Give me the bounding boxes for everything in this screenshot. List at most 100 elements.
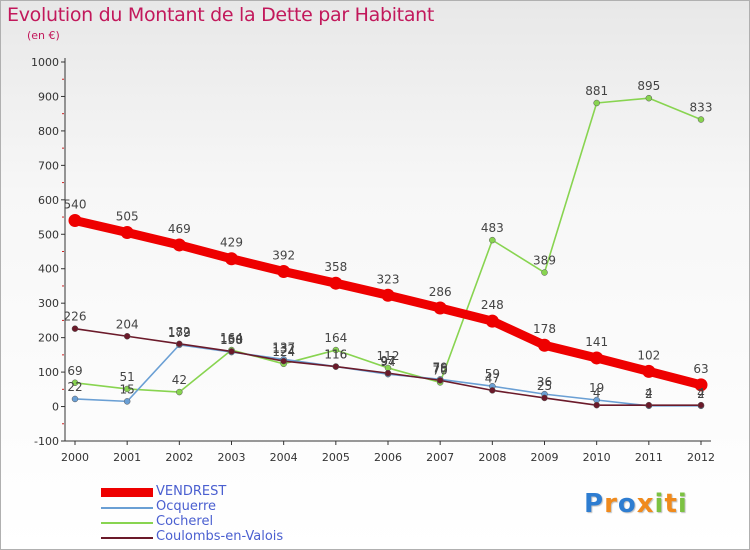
y-tick-label: 0 [52, 401, 59, 414]
data-label-ocquerre: 2 [645, 387, 653, 401]
data-point-coulombs-en-valois [228, 348, 235, 355]
data-label-coulombs-en-valois: 132 [272, 342, 295, 356]
y-tick-label: 100 [38, 366, 59, 379]
data-label-cocherel: 164 [324, 331, 347, 345]
y-tick-label: 600 [38, 194, 59, 207]
data-label-cocherel: 881 [585, 84, 608, 98]
data-label-vendrest: 540 [64, 197, 87, 211]
data-label-vendrest: 358 [324, 260, 347, 274]
data-label-ocquerre: 179 [168, 326, 191, 340]
data-point-vendrest [381, 288, 395, 302]
data-point-cocherel [176, 388, 183, 396]
legend-swatch [101, 537, 153, 539]
data-point-vendrest [277, 264, 291, 278]
data-label-ocquerre: 19 [589, 381, 604, 395]
data-point-vendrest [68, 213, 82, 227]
data-point-cocherel [593, 99, 600, 107]
data-point-cocherel [541, 269, 548, 276]
data-point-vendrest [172, 238, 186, 252]
data-point-vendrest [433, 301, 447, 315]
data-label-ocquerre: 94 [380, 355, 395, 369]
data-point-vendrest [225, 252, 238, 266]
data-point-ocquerre [71, 395, 79, 403]
data-label-cocherel: 51 [120, 370, 135, 384]
data-point-coulombs-en-valois [71, 325, 79, 332]
x-tick-label: 2008 [478, 451, 506, 464]
data-point-vendrest [329, 276, 343, 290]
data-label-cocherel: 164 [220, 331, 243, 345]
x-tick-label: 2005 [322, 451, 350, 464]
legend-swatch [101, 488, 153, 497]
data-point-coulombs-en-valois [593, 401, 600, 409]
data-point-coulombs-en-valois [123, 333, 131, 340]
data-label-coulombs-en-valois: 4 [697, 386, 705, 400]
legend-swatch [101, 522, 153, 524]
data-point-cocherel [123, 385, 131, 393]
data-point-coulombs-en-valois [541, 394, 548, 402]
data-label-coulombs-en-valois: 97 [380, 354, 395, 368]
data-point-vendrest [642, 364, 656, 378]
x-tick-label: 2009 [531, 451, 559, 464]
data-label-ocquerre: 137 [272, 340, 295, 354]
data-label-vendrest: 505 [116, 210, 139, 224]
y-tick-label: 500 [38, 228, 59, 241]
data-label-ocquerre: 59 [485, 367, 500, 381]
data-label-vendrest: 141 [585, 335, 608, 349]
y-tick-label: 300 [38, 297, 59, 310]
data-label-vendrest: 248 [481, 298, 504, 312]
data-label-coulombs-en-valois: 160 [220, 332, 243, 346]
data-point-coulombs-en-valois [645, 401, 653, 409]
data-point-coulombs-en-valois [280, 357, 287, 365]
data-label-coulombs-en-valois: 116 [324, 348, 347, 362]
data-label-coulombs-en-valois: 25 [537, 379, 552, 393]
data-point-coulombs-en-valois [436, 377, 444, 384]
data-label-ocquerre: 158 [220, 333, 243, 347]
data-point-vendrest [694, 378, 708, 392]
chart-title: Evolution du Montant de la Dette par Hab… [7, 4, 435, 26]
data-label-vendrest: 63 [693, 362, 708, 376]
data-label-coulombs-en-valois: 226 [64, 310, 87, 324]
y-tick-label: 800 [38, 125, 59, 138]
data-label-coulombs-en-valois: 47 [485, 371, 500, 385]
data-point-coulombs-en-valois [489, 387, 496, 394]
data-label-vendrest: 392 [272, 248, 295, 262]
data-label-vendrest: 323 [377, 272, 400, 286]
data-label-ocquerre: 2 [697, 387, 705, 401]
series-lines [68, 94, 708, 410]
x-tick-label: 2012 [687, 451, 715, 464]
data-label-coulombs-en-valois: 4 [645, 386, 653, 400]
data-point-coulombs-en-valois [332, 363, 340, 370]
data-label-vendrest: 429 [220, 236, 243, 250]
y-tick-label: 700 [38, 159, 59, 172]
y-tick-label: 200 [38, 332, 59, 345]
legend-label: Coulombs-en-Valois [156, 529, 284, 544]
chart-axes: -100 0 100 200 300 400 500 600 700 800 900 1000 2000… [31, 56, 715, 464]
data-point-coulombs-en-valois [176, 340, 183, 348]
y-tick-label: 1000 [31, 56, 59, 69]
data-label-coulombs-en-valois: 4 [593, 386, 601, 400]
value-labels: 5405054694293923583232862481781411026322… [64, 79, 713, 401]
data-label-cocherel: 124 [272, 345, 295, 359]
data-point-vendrest [538, 338, 551, 352]
data-label-vendrest: 286 [429, 285, 452, 299]
data-label-vendrest: 102 [637, 348, 660, 362]
x-tick-label: 2007 [426, 451, 454, 464]
chart-subtitle: (en €) [27, 29, 60, 42]
data-label-ocquerre: 22 [67, 380, 82, 394]
y-tick-label: 400 [38, 263, 59, 276]
data-label-cocherel: 42 [172, 373, 187, 387]
legend-label: Ocquerre [156, 499, 217, 514]
x-tick-label: 2010 [583, 451, 611, 464]
data-label-cocherel: 112 [377, 349, 400, 363]
data-label-ocquerre: 15 [120, 382, 135, 396]
data-label-coulombs-en-valois: 182 [168, 325, 191, 339]
x-tick-label: 2004 [270, 451, 298, 464]
data-label-ocquerre: 79 [433, 360, 448, 374]
legend-label: Cocherel [156, 514, 214, 529]
x-tick-label: 2000 [61, 451, 89, 464]
data-label-ocquerre: 36 [537, 375, 552, 389]
proxiti-logo: Proxiti [584, 489, 688, 519]
x-tick-label: 2011 [635, 451, 663, 464]
data-point-coulombs-en-valois [697, 401, 705, 409]
